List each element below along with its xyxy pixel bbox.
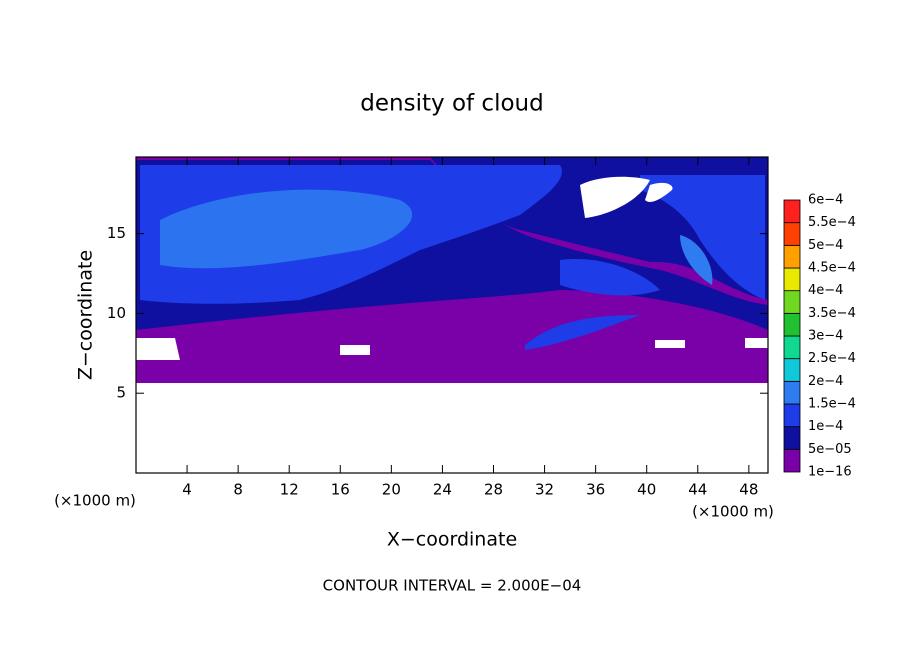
x-tick-label: 4 <box>182 481 192 499</box>
colorbar-box <box>783 312 801 337</box>
colorbar-label: 1.5e−4 <box>808 397 856 412</box>
y-tick-label: 10 <box>107 304 126 322</box>
y-tick-label: 15 <box>107 224 126 242</box>
colorbar-label: 5.5e−4 <box>808 215 856 230</box>
colorbar-box <box>783 267 801 292</box>
colorbar-label: 1e−16 <box>808 465 852 480</box>
colorbar-box <box>783 335 801 360</box>
colorbar-box <box>783 244 801 269</box>
colorbar-label: 4e−4 <box>808 283 843 298</box>
x-tick-label: 28 <box>484 481 503 499</box>
x-tick-label: 8 <box>233 481 243 499</box>
colorbar-box <box>783 199 801 224</box>
x-axis-label: X−coordinate <box>387 529 517 551</box>
x-tick-label: 12 <box>280 481 299 499</box>
contour-field <box>136 157 768 473</box>
colorbar-box <box>783 403 801 428</box>
chart-title: density of cloud <box>360 91 543 117</box>
x-tick-label: 40 <box>637 481 656 499</box>
x-tick-label: 20 <box>382 481 401 499</box>
y-tick-label: 5 <box>116 384 126 402</box>
x-tick-label: 36 <box>586 481 605 499</box>
colorbar-label: 5e−4 <box>808 238 843 253</box>
annotation: CONTOUR INTERVAL = 2.000E−04 <box>323 577 582 595</box>
colorbar-label: 2.5e−4 <box>808 351 856 366</box>
plot-frame <box>135 156 769 474</box>
colorbar-box <box>783 358 801 382</box>
colorbar-box <box>783 290 801 314</box>
colorbar-label: 1e−4 <box>808 419 843 434</box>
colorbar-label: 3e−4 <box>808 329 843 344</box>
colorbar-box <box>783 380 801 405</box>
colorbar-label: 5e−05 <box>808 442 852 457</box>
x-tick-label: 24 <box>433 481 452 499</box>
colorbar-box <box>783 448 801 473</box>
x-unit-label: (×1000 m) <box>692 503 774 521</box>
colorbar-box <box>783 426 801 450</box>
y-unit-label: (×1000 m) <box>54 492 136 510</box>
colorbar-label: 6e−4 <box>808 193 843 208</box>
x-tick-label: 48 <box>739 481 758 499</box>
colorbar-box <box>783 222 801 246</box>
x-tick-label: 16 <box>331 481 350 499</box>
colorbar-label: 4.5e−4 <box>808 261 856 276</box>
y-axis-label: Z−coordinate <box>75 250 97 380</box>
colorbar-label: 3.5e−4 <box>808 306 856 321</box>
x-tick-label: 44 <box>688 481 707 499</box>
x-tick-label: 32 <box>535 481 554 499</box>
colorbar-label: 2e−4 <box>808 374 843 389</box>
